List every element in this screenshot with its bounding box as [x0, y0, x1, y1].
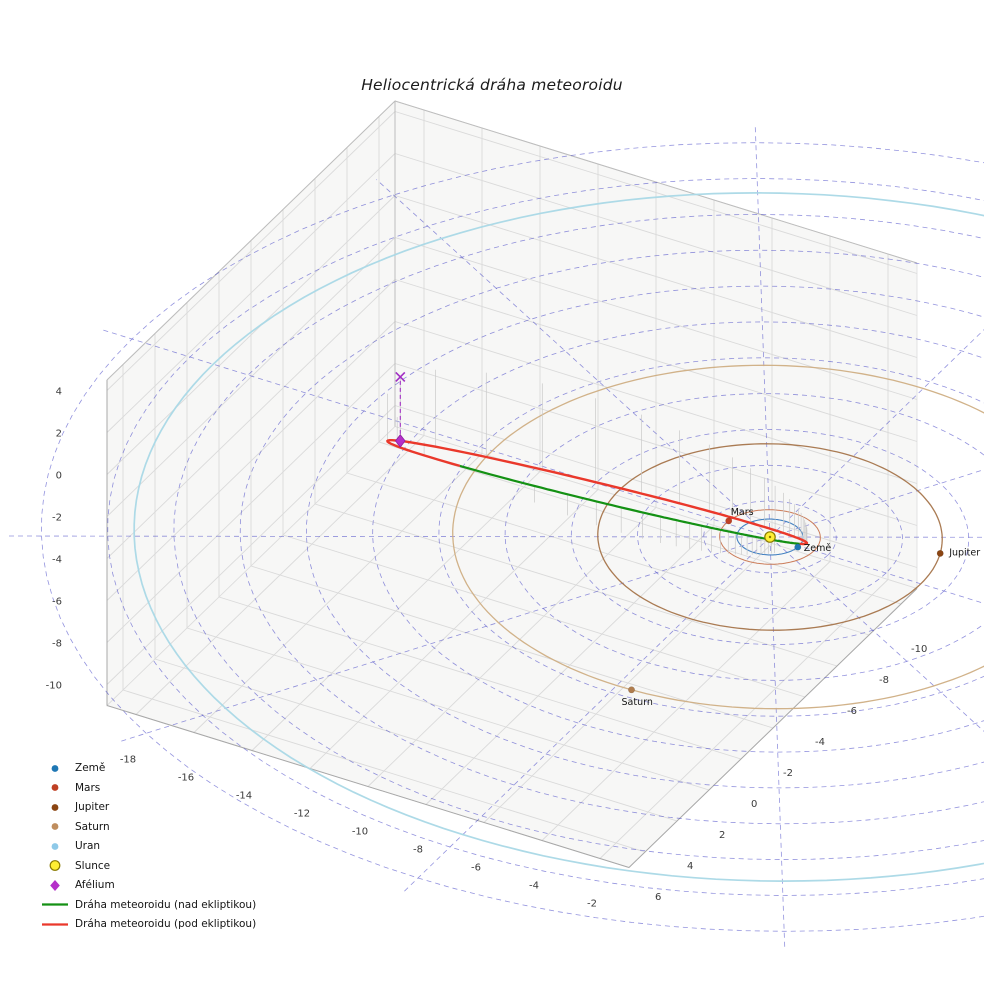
z-tick-label: 4	[56, 387, 62, 398]
x-tick-label: -2	[587, 899, 597, 910]
legend-item: Afélium	[38, 879, 256, 892]
legend-item-label: Dráha meteoroidu (pod ekliptikou)	[75, 918, 257, 931]
planet-marker-2	[936, 549, 944, 557]
planet-marker-3	[628, 686, 635, 694]
legend-marker-circle	[49, 860, 61, 872]
z-tick-label: -6	[52, 597, 62, 608]
body-markers: Země Mars Jupiter Saturn	[622, 507, 981, 708]
legend-item-label: Saturn	[75, 820, 110, 833]
legend-marker-dot	[51, 842, 59, 850]
legend-item-label: Dráha meteoroidu (nad ekliptikou)	[75, 898, 257, 911]
meteoroid-stems	[387, 369, 808, 555]
orbit-saturn	[452, 364, 984, 710]
polar-grid-circle	[239, 249, 984, 825]
x-tick-label: -4	[529, 881, 539, 892]
orbit-mars	[719, 509, 821, 565]
pane-grids	[106, 110, 918, 859]
planet-label-1: Mars	[731, 507, 754, 518]
x-tick-label: -18	[120, 755, 136, 766]
legend-item: Jupiter	[38, 801, 256, 814]
meteoroid-path-above	[459, 464, 800, 545]
x-tick-label: -14	[236, 791, 252, 802]
axes-spines	[106, 100, 918, 868]
polar-grid-circle	[438, 357, 984, 717]
y-tick-label: -4	[815, 737, 825, 748]
y-tick-label: 0	[751, 799, 757, 810]
legend-item: Dráha meteoroidu (pod ekliptikou)	[38, 918, 256, 931]
y-tick-label: 4	[687, 861, 693, 872]
z-tick-label: 2	[56, 429, 62, 440]
legend-item-label: Afélium	[75, 879, 115, 892]
x-tick-label: -8	[413, 845, 423, 856]
legend-marker-dot	[51, 784, 59, 792]
y-tick-label: -2	[783, 768, 793, 779]
legend-item-label: Slunce	[75, 859, 111, 872]
legend-item: Saturn	[38, 821, 256, 834]
legend-item-label: Mars	[75, 781, 101, 794]
planet-label-2: Jupiter	[948, 547, 980, 558]
legend-item-label: Uran	[75, 840, 101, 853]
y-tick-label: -6	[847, 706, 857, 717]
orbit-jupiter	[597, 443, 943, 631]
legend-marker-line	[42, 923, 68, 926]
z-tick-label: -2	[52, 513, 62, 524]
legend-item: Mars	[38, 782, 256, 795]
legend-marker-diamond	[50, 879, 60, 891]
axes-panes	[106, 100, 918, 868]
polar-grid-circle	[703, 500, 837, 574]
meteoroid-above-ecliptic-path	[459, 464, 800, 545]
x-tick-label: -16	[178, 773, 194, 784]
legend: Země Mars Jupiter Saturn Uran Slunce Afélium Dr…	[38, 762, 256, 931]
y-tick-label: 6	[655, 892, 661, 903]
y-tick-label: -8	[879, 675, 889, 686]
legend-marker-dot	[51, 803, 59, 811]
legend-marker-dot	[51, 764, 59, 772]
legend-item: Země	[38, 762, 256, 775]
x-tick-label: -6	[471, 863, 481, 874]
legend-marker-line	[42, 903, 68, 906]
polar-grid-ray	[769, 329, 984, 538]
legend-item-label: Země	[75, 762, 106, 775]
meteoroid-below-ecliptic-path	[386, 439, 809, 546]
planet-marker-0	[794, 543, 802, 551]
z-tick-label: -8	[52, 639, 62, 650]
polar-grid-ray	[8, 535, 771, 538]
legend-item: Uran	[38, 840, 256, 853]
aphelion-group	[394, 371, 406, 448]
legend-item: Dráha meteoroidu (nad ekliptikou)	[38, 899, 256, 912]
z-tick-label: -4	[52, 555, 62, 566]
x-tick-label: -10	[352, 827, 368, 838]
meteoroid-path-below	[386, 439, 809, 546]
polar-grid-circle	[570, 429, 970, 645]
planet-marker-1	[725, 517, 733, 525]
planet-label-0: Země	[804, 543, 832, 554]
polar-grid-ray	[769, 536, 984, 732]
figure-title: Heliocentrická dráha meteoroidu	[361, 76, 623, 94]
legend-item: Slunce	[38, 860, 256, 873]
y-tick-label: 2	[719, 830, 725, 841]
polar-grid-ray	[769, 536, 984, 538]
planet-label-3: Saturn	[622, 697, 653, 708]
legend-item-label: Jupiter	[75, 801, 110, 814]
tick-labels: -18 -16 -14 -12 -10 -8 -6 -4 -2 -10 -8 -6 -4 -2 0 2 4 6 4 2…	[46, 387, 928, 910]
orbit-uran	[133, 192, 984, 882]
planet-orbits	[133, 192, 984, 882]
legend-marker-dot	[51, 823, 59, 831]
polar-grid-circle	[504, 393, 984, 681]
aphelion-diamond-marker	[394, 434, 406, 448]
sun-center-dot	[768, 535, 772, 539]
z-tick-label: -10	[46, 681, 62, 692]
z-tick-label: 0	[56, 471, 62, 482]
y-tick-label: -10	[911, 644, 927, 655]
x-tick-label: -12	[294, 809, 310, 820]
